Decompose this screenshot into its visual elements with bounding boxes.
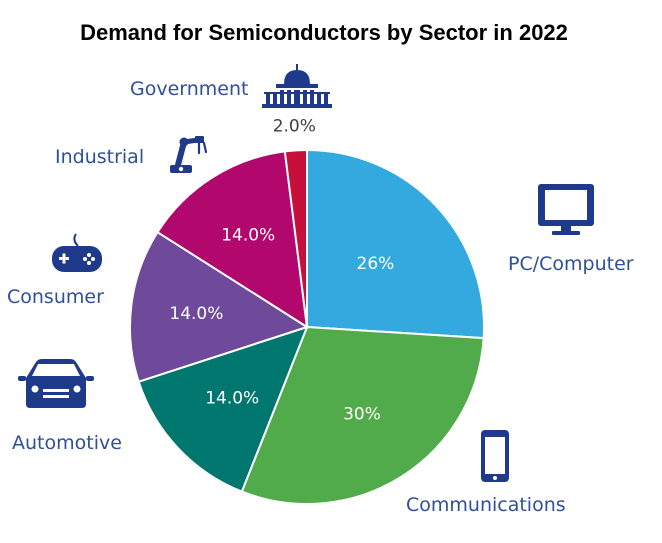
pie-label-industrial: 14.0%: [221, 225, 275, 245]
capitol-building-icon: [262, 64, 332, 108]
pie-slice-consumer: [129, 230, 310, 383]
pie-slice-communications: [240, 325, 485, 505]
category-label-government: Government: [130, 78, 249, 100]
monitor-icon: [538, 184, 594, 235]
pie-slice-pc-computer: [306, 148, 485, 340]
category-label-communications: Communications: [406, 494, 566, 516]
pie-percent-labels: 26% 30% 14.0% 14.0% 14.0% 2.0%: [169, 117, 394, 425]
pie-slice-industrial: [156, 150, 309, 329]
pie-label-automotive: 14.0%: [205, 388, 259, 408]
category-label-consumer: Consumer: [7, 286, 104, 308]
pie-slice-government: [283, 148, 308, 328]
pie-label-consumer: 14.0%: [169, 304, 223, 324]
chart-title: Demand for Semiconductors by Sector in 2…: [80, 20, 568, 45]
pie-slices: [129, 148, 485, 505]
category-label-industrial: Industrial: [55, 146, 144, 168]
category-label-automotive: Automotive: [12, 432, 122, 454]
pie-label-government: 2.0%: [273, 117, 316, 137]
category-label-pc-computer: PC/Computer: [508, 253, 634, 275]
gamepad-icon: [52, 233, 102, 272]
robot-arm-icon: [170, 136, 208, 173]
pie-label-pc-computer: 26%: [357, 254, 395, 274]
smartphone-icon: [481, 430, 509, 482]
pie-label-communications: 30%: [343, 405, 381, 425]
car-icon: [18, 359, 94, 408]
